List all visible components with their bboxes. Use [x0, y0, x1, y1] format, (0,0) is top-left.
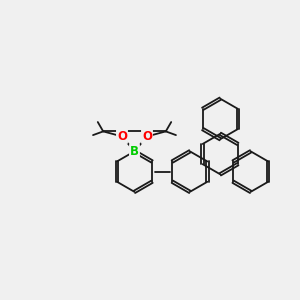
Text: O: O: [142, 130, 152, 143]
Text: O: O: [117, 130, 127, 143]
Text: B: B: [130, 145, 139, 158]
